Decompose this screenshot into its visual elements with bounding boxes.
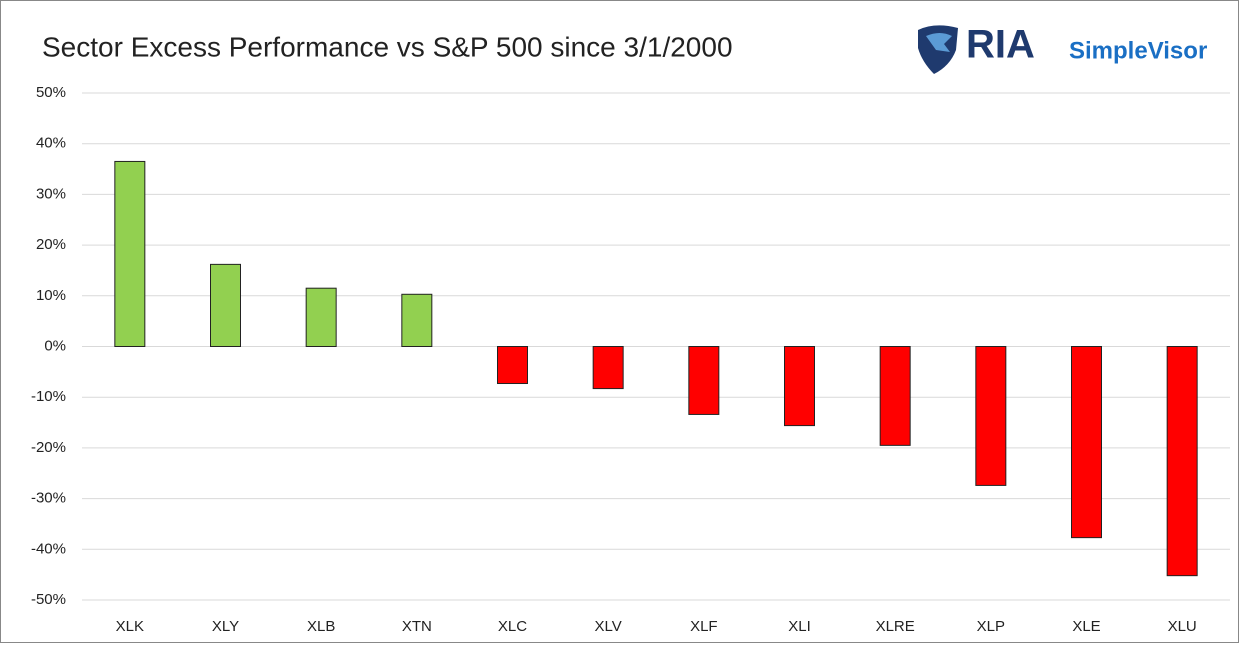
y-tick-label: -40%: [31, 540, 66, 557]
y-tick-label: -20%: [31, 439, 66, 456]
x-tick-label: XLV: [595, 618, 622, 635]
y-tick-label: -10%: [31, 388, 66, 405]
x-tick-label: XLU: [1168, 618, 1197, 635]
bar: [497, 346, 528, 385]
bar: [784, 346, 815, 427]
x-tick-label: XLC: [498, 618, 527, 635]
y-tick-label: 30%: [36, 185, 66, 202]
x-tick-label: XLY: [212, 618, 239, 635]
bar: [688, 346, 720, 415]
x-tick-label: XTN: [402, 618, 432, 635]
logo: RIA SimpleVisor: [918, 23, 1207, 74]
bar: [1071, 346, 1102, 539]
bar: [401, 293, 433, 347]
y-tick-label: 0%: [44, 337, 66, 354]
y-tick-label: 40%: [36, 135, 66, 152]
x-tick-label: XLK: [116, 618, 144, 635]
chart-title: Sector Excess Performance vs S&P 500 sin…: [42, 31, 733, 62]
x-tick-label: XLRE: [876, 618, 915, 635]
y-tick-label: 20%: [36, 236, 66, 253]
y-tick-label: -50%: [31, 591, 66, 608]
bar: [975, 346, 1007, 486]
x-tick-label: XLE: [1072, 618, 1100, 635]
y-tick-label: 50%: [36, 84, 66, 101]
bar: [210, 263, 241, 347]
bar: [305, 287, 337, 348]
bar: [592, 346, 624, 390]
x-tick-label: XLI: [788, 618, 811, 635]
x-tick-label: XLP: [977, 618, 1005, 635]
bar: [114, 160, 146, 347]
bar: [879, 346, 911, 446]
y-tick-label: 10%: [36, 287, 66, 304]
logo-eagle: [926, 33, 952, 52]
bar: [1166, 346, 1198, 577]
y-tick-label: -30%: [31, 490, 66, 507]
x-tick-label: XLB: [307, 618, 335, 635]
x-tick-label: XLF: [690, 618, 718, 635]
logo-product: SimpleVisor: [1069, 37, 1207, 64]
logo-brand: RIA: [966, 23, 1035, 67]
